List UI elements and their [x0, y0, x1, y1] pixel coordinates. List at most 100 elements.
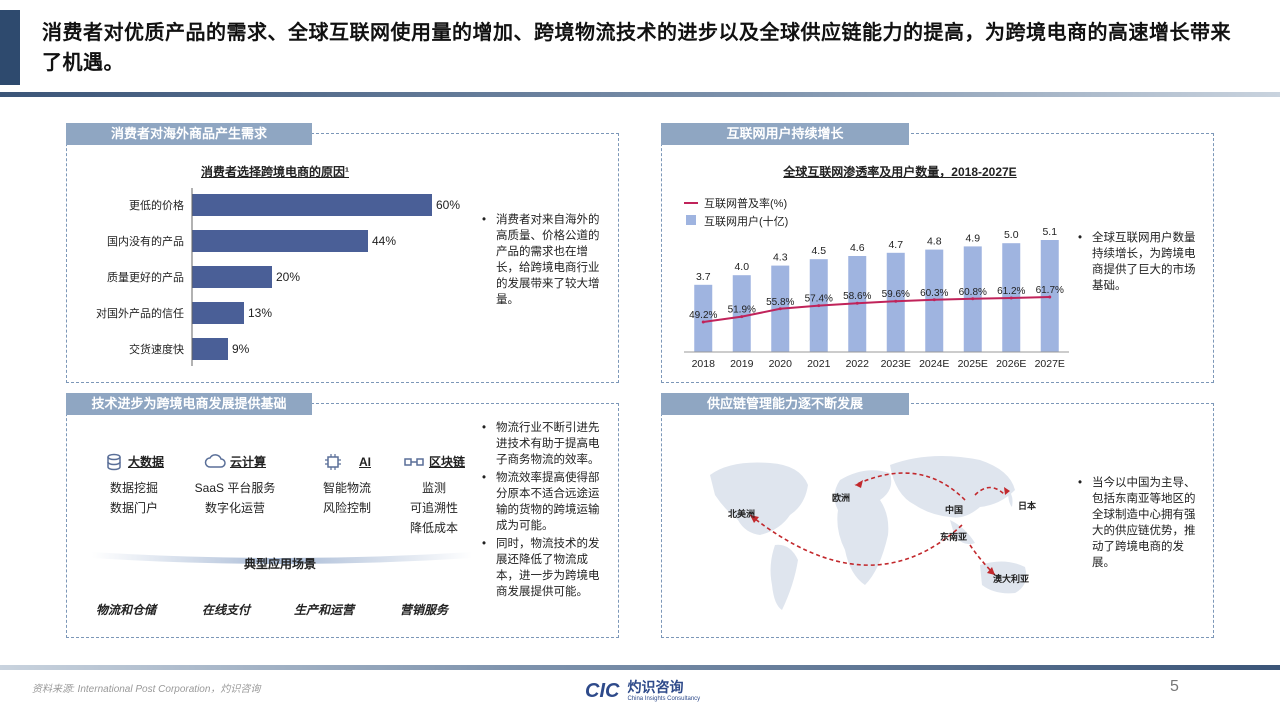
route-china-northamerica [749, 514, 963, 566]
route-china-europe [854, 472, 966, 501]
map-label: 日本 [1018, 501, 1037, 511]
line-value-label: 60.3% [920, 288, 948, 299]
tech-title: 区块链 [428, 455, 465, 469]
tech-bullet: 物流效率提高使得部分原本不适合远途运输的货物的跨境运输成为可能。 [482, 470, 607, 534]
header-divider [0, 92, 1280, 97]
x-tick-label: 2023E [881, 358, 911, 370]
north-america-shape [710, 462, 808, 535]
se-asia-shape [950, 520, 975, 545]
scenario-item: 营销服务 [400, 603, 449, 617]
tech-panel-heading: 技术进步为跨境电商发展提供基础 [66, 393, 312, 415]
route-china-japan [974, 486, 1006, 496]
line-point [855, 301, 859, 305]
line-value-label: 61.7% [1036, 285, 1064, 296]
line-value-label: 61.2% [997, 286, 1025, 297]
internet-bullet: 全球互联网用户数量持续增长，为跨境电商提供了巨大的市场基础。 [1078, 230, 1203, 294]
tech-title: AI [359, 455, 371, 469]
tech-column-cloud: 云计算 SaaS 平台服务 数字化运营 [180, 452, 290, 518]
penetration-line [703, 296, 1050, 323]
bar-value-label: 5.0 [1004, 229, 1019, 241]
internet-chart-title: 全球互联网渗透率及用户数量，2018-2027E [783, 165, 1017, 179]
bar-value-label: 4.6 [850, 242, 865, 254]
bar [192, 302, 244, 324]
cloud-icon [204, 454, 226, 468]
tech-column-bigdata: 大数据 数据挖掘 数据门户 [84, 452, 184, 518]
value-label: 60% [436, 198, 460, 212]
map-label: 北美洲 [728, 509, 756, 519]
x-tick-label: 2018 [692, 358, 716, 370]
value-label: 44% [372, 234, 396, 248]
arrow-europe [855, 480, 863, 488]
tech-item: SaaS 平台服务 [194, 481, 276, 495]
reasons-chart-title: 消费者选择跨境电商的原因¹ [201, 165, 349, 179]
bar [732, 275, 751, 352]
line-point [1009, 296, 1013, 300]
scenario-item: 在线支付 [202, 603, 251, 617]
asia-shape [890, 456, 1015, 518]
internet-bullets: 全球互联网用户数量持续增长，为跨境电商提供了巨大的市场基础。 [1078, 230, 1203, 296]
line-point [971, 297, 975, 301]
line-value-label: 55.8% [766, 297, 794, 308]
category-label: 对国外产品的信任 [96, 306, 184, 320]
internet-combo-chart: 互联网普及率(%) 互联网用户(十亿) 3.7 2018 4.0 2019 4.3 2020 4… [684, 196, 1069, 370]
reasons-bar-chart: 更低的价格 60% 国内没有的产品 44% 质量更好的产品 20% 对国外产品的信任 13% 交… [96, 188, 460, 366]
arrow-australia [987, 567, 995, 575]
tech-column-blockchain: 区块链 监测 可追溯性 降低成本 [384, 452, 484, 538]
line-point [778, 307, 782, 311]
bar-value-label: 4.7 [888, 239, 903, 251]
tech-item: 智能物流 [322, 481, 371, 495]
map-label: 中国 [945, 505, 964, 515]
scenario-item: 生产和运营 [294, 603, 355, 617]
bar-value-label: 3.7 [696, 271, 711, 283]
map-label: 澳大利亚 [993, 574, 1030, 584]
line-point [701, 320, 705, 324]
x-tick-label: 2026E [996, 358, 1026, 370]
consumer-bullets: 消费者对来自海外的高质量、价格公道的产品的需求也在增长，给跨境电商行业的发展带来… [482, 212, 607, 310]
line-point [932, 298, 936, 302]
page-title: 消费者对优质产品的需求、全球互联网使用量的增加、跨境物流技术的进步以及全球供应链… [42, 22, 1231, 74]
line-point [1048, 295, 1052, 299]
bar-value-label: 4.0 [734, 261, 749, 273]
x-tick-label: 2025E [958, 358, 988, 370]
value-label: 9% [232, 342, 250, 356]
x-tick-label: 2021 [807, 358, 831, 370]
category-label: 交货速度快 [129, 342, 184, 356]
chip-icon [325, 454, 341, 470]
logo-en: China Insights Consultancy [627, 696, 701, 702]
line-value-label: 51.9% [728, 305, 756, 316]
x-tick-label: 2022 [846, 358, 870, 370]
tech-item: 风险控制 [322, 501, 371, 515]
tech-bullet: 物流行业不断引进先进技术有助于提高电子商务物流的效率。 [482, 420, 607, 468]
map-label: 欧洲 [832, 493, 851, 503]
title-accent-bar [0, 10, 20, 85]
footer-divider [0, 665, 1280, 670]
bar [694, 284, 713, 352]
legend-label: 互联网用户(十亿) [704, 214, 788, 228]
database-icon [107, 453, 121, 471]
cic-logo: CIC 灼识咨询 China Insights Consultancy [585, 680, 700, 703]
line-value-label: 60.8% [959, 287, 987, 298]
world-map [710, 456, 1027, 610]
supply-panel [661, 403, 1214, 638]
bar-value-label: 5.1 [1042, 226, 1057, 238]
scenarios-banner [92, 552, 472, 564]
line-value-label: 57.4% [805, 294, 833, 305]
arrow-northamerica [750, 515, 759, 523]
legend-label: 互联网普及率(%) [704, 196, 787, 210]
value-label: 13% [248, 306, 272, 320]
line-point [740, 315, 744, 319]
internet-panel [661, 133, 1214, 383]
blockchain-icon [404, 458, 424, 466]
bar-value-label: 4.5 [811, 245, 826, 257]
tech-title: 大数据 [127, 455, 164, 469]
supply-bullet: 当今以中国为主导、包括东南亚等地区的全球制造中心拥有强大的供应链优势，推动了跨境… [1078, 475, 1203, 571]
arrow-japan [1004, 487, 1010, 495]
south-america-shape [770, 544, 798, 610]
japan-shape [1008, 490, 1013, 507]
tech-item: 数据门户 [109, 501, 158, 515]
x-tick-label: 2019 [730, 358, 754, 370]
tech-column-ai: AI 智能物流 风险控制 [292, 452, 402, 518]
bar [192, 230, 368, 252]
value-label: 20% [276, 270, 300, 284]
tech-title: 云计算 [229, 455, 266, 469]
